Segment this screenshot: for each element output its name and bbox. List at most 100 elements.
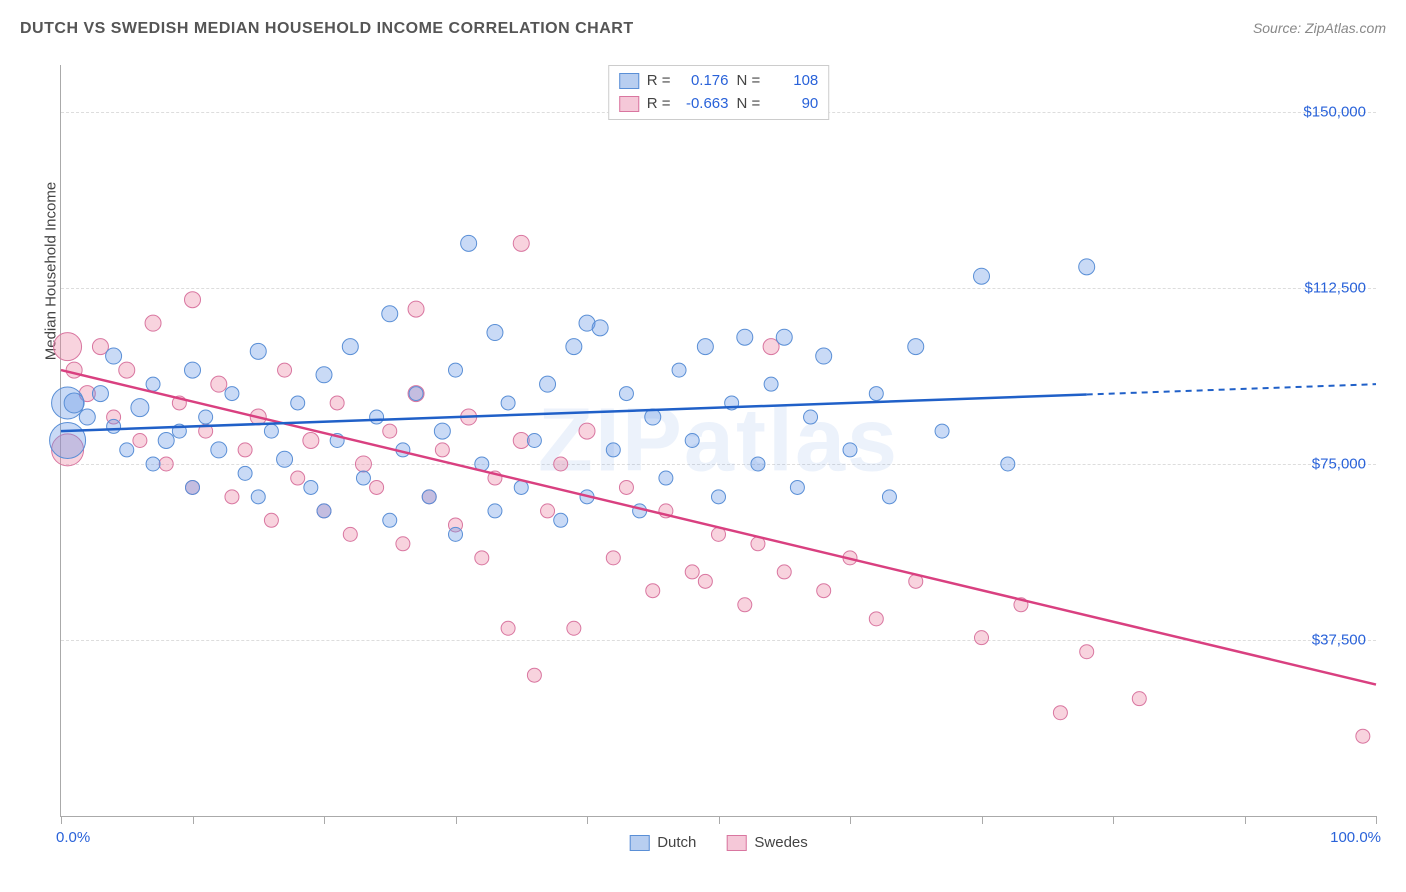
- scatter-point: [1080, 645, 1094, 659]
- x-tick: [324, 816, 325, 824]
- scatter-point: [106, 348, 122, 364]
- scatter-point: [382, 306, 398, 322]
- x-tick: [719, 816, 720, 824]
- scatter-point: [513, 235, 529, 251]
- scatter-point: [579, 423, 595, 439]
- x-tick: [1245, 816, 1246, 824]
- x-tick: [1113, 816, 1114, 824]
- x-tick: [456, 816, 457, 824]
- scatter-point: [146, 377, 160, 391]
- n-label: N =: [737, 93, 761, 116]
- scatter-point: [527, 434, 541, 448]
- scatter-point: [566, 339, 582, 355]
- chart-title: DUTCH VS SWEDISH MEDIAN HOUSEHOLD INCOME…: [20, 20, 1386, 38]
- scatter-point: [119, 362, 135, 378]
- swatch-dutch: [629, 835, 649, 851]
- scatter-point: [606, 551, 620, 565]
- scatter-point: [251, 490, 265, 504]
- scatter-point: [92, 386, 108, 402]
- scatter-point: [554, 457, 568, 471]
- scatter-point: [751, 457, 765, 471]
- scatter-point: [291, 471, 305, 485]
- scatter-point: [383, 424, 397, 438]
- scatter-point: [50, 423, 86, 459]
- scatter-point: [303, 433, 319, 449]
- scatter-point: [672, 363, 686, 377]
- scatter-point: [1053, 706, 1067, 720]
- scatter-point: [554, 513, 568, 527]
- scatter-point: [409, 387, 423, 401]
- scatter-point: [619, 387, 633, 401]
- x-axis-start-label: 0.0%: [56, 829, 90, 846]
- stats-legend: R = 0.176 N = 108 R = -0.663 N = 90: [608, 65, 830, 120]
- x-axis-end-label: 100.0%: [1330, 829, 1381, 846]
- scatter-point: [541, 504, 555, 518]
- scatter-point: [396, 537, 410, 551]
- r-label: R =: [647, 93, 671, 116]
- swatch-swedes: [726, 835, 746, 851]
- scatter-point: [461, 235, 477, 251]
- scatter-point: [843, 443, 857, 457]
- scatter-point: [225, 387, 239, 401]
- scatter-point: [225, 490, 239, 504]
- swatch-swedes: [619, 96, 639, 112]
- scatter-point: [974, 268, 990, 284]
- legend-label-swedes: Swedes: [754, 834, 807, 851]
- scatter-point: [738, 598, 752, 612]
- scatter-point: [408, 301, 424, 317]
- scatter-point: [238, 443, 252, 457]
- scatter-point: [449, 527, 463, 541]
- scatter-point: [133, 434, 147, 448]
- scatter-point: [107, 419, 121, 433]
- scatter-point: [342, 339, 358, 355]
- stats-row-dutch: R = 0.176 N = 108: [619, 70, 819, 93]
- x-tick: [850, 816, 851, 824]
- scatter-point: [606, 443, 620, 457]
- dutch-n-value: 108: [768, 70, 818, 93]
- scatter-point: [185, 292, 201, 308]
- scatter-point: [488, 504, 502, 518]
- scatter-point: [817, 584, 831, 598]
- scatter-point: [291, 396, 305, 410]
- scatter-point: [199, 410, 213, 424]
- scatter-point: [317, 504, 331, 518]
- trend-line-extrapolated: [1087, 384, 1376, 394]
- scatter-point: [159, 457, 173, 471]
- scatter-point: [882, 490, 896, 504]
- legend-label-dutch: Dutch: [657, 834, 696, 851]
- scatter-point: [487, 325, 503, 341]
- scatter-point: [1001, 457, 1015, 471]
- scatter-point: [1356, 729, 1370, 743]
- scatter-point: [304, 480, 318, 494]
- scatter-point: [131, 399, 149, 417]
- scatter-point: [501, 621, 515, 635]
- scatter-point: [698, 574, 712, 588]
- scatter-point: [816, 348, 832, 364]
- scatter-point: [776, 329, 792, 345]
- scatter-point: [449, 363, 463, 377]
- scatter-point: [330, 396, 344, 410]
- scatter-point: [356, 471, 370, 485]
- scatter-point: [316, 367, 332, 383]
- scatter-point: [501, 396, 515, 410]
- scatter-point: [540, 376, 556, 392]
- scatter-point: [712, 490, 726, 504]
- x-tick: [193, 816, 194, 824]
- scatter-point: [158, 433, 174, 449]
- x-tick: [61, 816, 62, 824]
- scatter-point: [343, 527, 357, 541]
- trend-line: [61, 370, 1376, 684]
- scatter-point: [764, 377, 778, 391]
- x-tick: [587, 816, 588, 824]
- scatter-point: [1079, 259, 1095, 275]
- scatter-plot-svg: [61, 65, 1376, 816]
- scatter-point: [869, 387, 883, 401]
- scatter-point: [250, 343, 266, 359]
- x-tick: [1376, 816, 1377, 824]
- scatter-point: [422, 490, 436, 504]
- swedes-n-value: 90: [768, 93, 818, 116]
- swatch-dutch: [619, 73, 639, 89]
- scatter-point: [527, 668, 541, 682]
- scatter-point: [869, 612, 883, 626]
- scatter-point: [185, 362, 201, 378]
